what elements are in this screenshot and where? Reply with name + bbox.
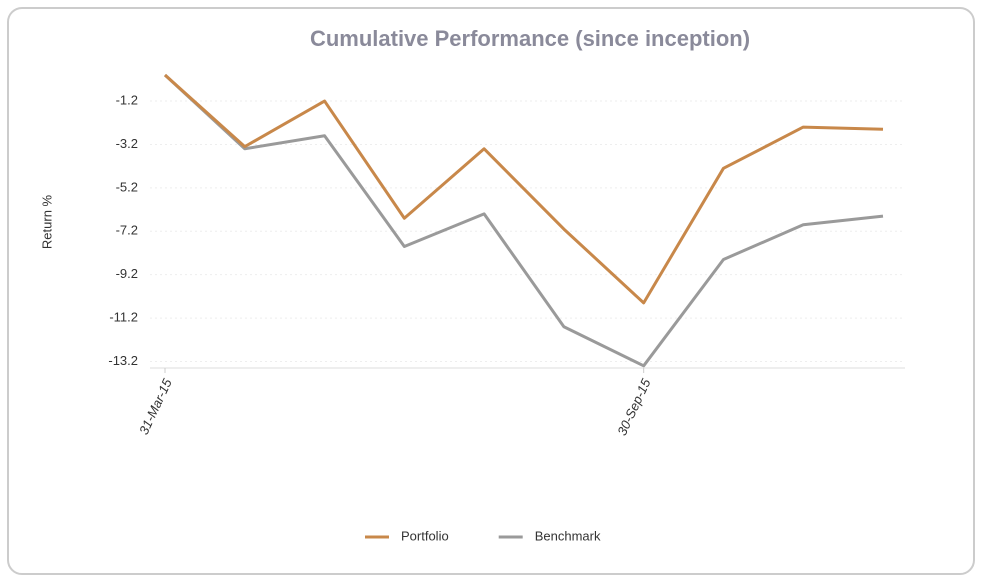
y-tick-label: -13.2 (108, 353, 138, 368)
y-tick-label: -11.2 (109, 310, 138, 325)
legend-label: Portfolio (401, 528, 449, 543)
y-tick-label: -5.2 (116, 179, 138, 194)
series-line (163, 73, 884, 368)
y-axis-label: Return % (39, 194, 54, 249)
y-tick-label: -3.2 (116, 136, 138, 151)
y-tick-label: -1.2 (116, 92, 138, 107)
panel (7, 7, 975, 575)
legend-label: Benchmark (535, 528, 601, 543)
y-tick-label: -7.2 (116, 223, 138, 238)
series-line (163, 73, 884, 305)
y-tick-label: -9.2 (116, 266, 138, 281)
chart-title: Cumulative Performance (since inception) (310, 26, 750, 51)
